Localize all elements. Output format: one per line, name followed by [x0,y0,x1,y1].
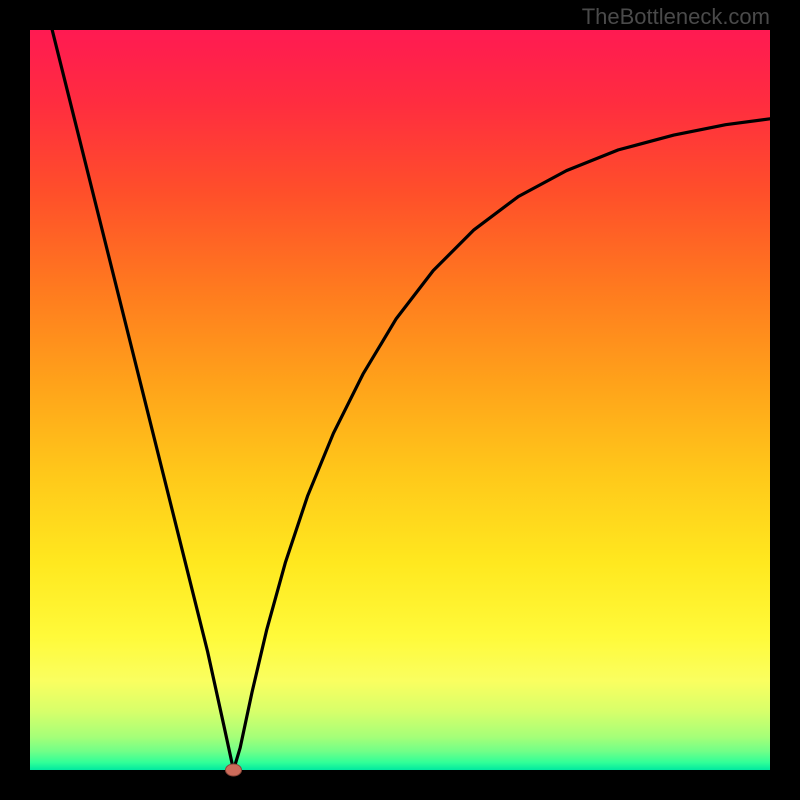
chart-stage: TheBottleneck.com [0,0,800,800]
chart-svg [0,0,800,800]
plot-background [30,30,770,770]
watermark-text: TheBottleneck.com [582,4,770,30]
vertex-marker [226,764,242,776]
